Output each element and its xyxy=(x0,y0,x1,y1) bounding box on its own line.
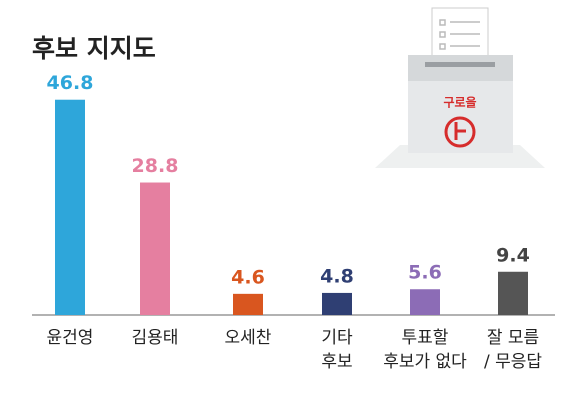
paper-lines xyxy=(439,19,480,50)
bar xyxy=(322,292,352,315)
box-label: 구로을 xyxy=(443,96,476,110)
bar xyxy=(55,99,85,315)
category-label: 투표할 후보가 없다 xyxy=(383,328,467,372)
box-slot xyxy=(425,62,495,67)
stamp-mark xyxy=(454,122,466,140)
box-lid xyxy=(408,55,513,81)
category-label: 김용태 xyxy=(131,328,179,348)
category-label: 오세찬 xyxy=(224,328,272,348)
value-label: 4.6 xyxy=(231,266,265,288)
category-label: 기타 후보 xyxy=(321,328,353,372)
value-label: 28.8 xyxy=(132,155,179,177)
bar xyxy=(498,271,528,315)
category-label: 윤건영 xyxy=(46,328,94,348)
value-label: 9.4 xyxy=(496,244,530,266)
value-label: 5.6 xyxy=(408,262,442,284)
value-label: 4.8 xyxy=(320,265,354,287)
category-label: 잘 모름 / 무응답 xyxy=(483,328,543,372)
value-label: 46.8 xyxy=(47,72,94,94)
bar xyxy=(410,289,440,315)
chart-title: 후보 지지도 xyxy=(32,34,156,63)
stamp xyxy=(444,116,476,148)
bar xyxy=(233,293,263,315)
bar xyxy=(140,182,170,315)
ballot-box: 구로을 xyxy=(375,7,545,168)
